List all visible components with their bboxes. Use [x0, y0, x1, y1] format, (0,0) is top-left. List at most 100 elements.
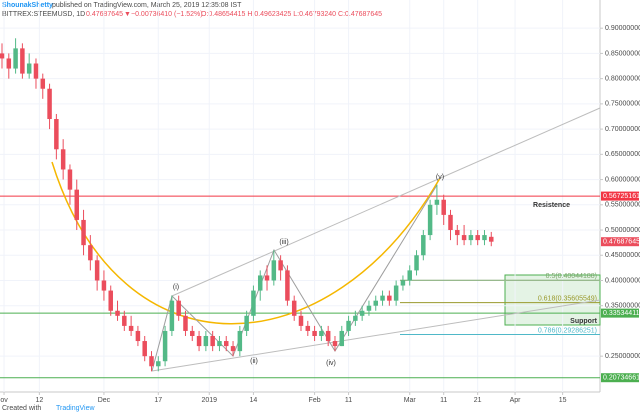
candle-body — [407, 270, 412, 281]
wave-label: (iii) — [279, 239, 288, 246]
candle-body — [108, 290, 113, 311]
wave-label: (ii) — [250, 358, 258, 365]
candle-body — [359, 310, 365, 316]
x-tick-label: 11 — [440, 397, 447, 404]
candle-body — [387, 295, 392, 301]
candle-body — [135, 330, 141, 342]
candle-body — [434, 199, 440, 205]
candle-body — [414, 255, 419, 271]
candle-body — [0, 53, 5, 59]
x-tick-label: 2019 — [201, 397, 217, 404]
candle-body — [298, 315, 304, 326]
symbol: BITTREX:STEEMUSD, 1D — [2, 11, 85, 18]
candle-body — [380, 295, 385, 301]
x-tick-label: ov — [0, 397, 8, 404]
ohlc: O:0.48654415 H:0.49623425 L:0.46793240 C… — [201, 11, 382, 18]
x-tick-label: Dec — [98, 397, 111, 404]
y-tick-label: 0.70000000 — [605, 126, 640, 133]
x-tick-label: 14 — [250, 397, 258, 404]
candle-body — [353, 315, 358, 321]
candle-body — [20, 48, 25, 74]
candle-body — [88, 245, 93, 261]
candle-body — [81, 219, 86, 246]
y-tick-label: 0.35000000 — [605, 303, 640, 310]
wave-label: (iv) — [326, 360, 336, 367]
support-label: Support — [570, 318, 597, 325]
candle-body — [468, 235, 474, 241]
candle-body — [244, 315, 249, 331]
floor-tag: 0.20734661 — [603, 375, 640, 382]
candle-body — [373, 300, 378, 306]
yellow-curve — [51, 161, 441, 325]
change: −0.00736410 (−1.52%) — [131, 11, 203, 18]
candle-body — [176, 300, 181, 316]
y-tick-label: 0.55000000 — [605, 202, 640, 209]
target-box — [504, 274, 601, 326]
lower-channel — [151, 299, 601, 372]
last-price-tag: 0.47687645 — [603, 239, 640, 246]
x-tick-label: 21 — [474, 397, 482, 404]
candle-body — [169, 300, 175, 331]
candle-body — [251, 290, 256, 316]
y-tick-label: 0.45000000 — [605, 252, 640, 259]
candle-body — [291, 300, 297, 316]
y-tick-label: 0.40000000 — [605, 277, 640, 284]
candle-body — [400, 280, 406, 286]
candle-body — [26, 63, 32, 74]
candle-body — [271, 260, 277, 281]
candle-body — [427, 204, 433, 236]
y-tick-label: 0.65000000 — [605, 151, 640, 158]
arrow: ▼ — [124, 11, 131, 18]
candle-body — [190, 330, 195, 336]
last: 0.47687645 — [86, 11, 123, 18]
candle-body — [115, 310, 120, 316]
candle-body — [448, 214, 453, 231]
candle-body — [196, 335, 202, 347]
y-tick-label: 0.85000000 — [605, 50, 640, 57]
candle-body — [67, 169, 73, 190]
x-tick-label: Apr — [510, 397, 522, 404]
floor-tag-box — [601, 373, 639, 383]
candle-body — [421, 235, 426, 256]
candle-body — [142, 341, 147, 357]
y-tick-label: 0.50000000 — [605, 227, 640, 234]
y-tick-label: 0.90000000 — [605, 25, 640, 32]
author: ShounakShetty — [2, 2, 53, 9]
y-tick-label: 0.75000000 — [605, 101, 640, 108]
candle-body — [122, 315, 127, 326]
footer: Created with — [2, 405, 41, 412]
fib-label: 0.618(0.35605549) — [538, 296, 597, 303]
candle-body — [224, 341, 229, 347]
brand: TradingView — [56, 405, 95, 412]
candle-body — [278, 260, 283, 271]
candle-body — [230, 346, 236, 352]
candle-body — [455, 230, 460, 236]
y-tick-label: 0.80000000 — [605, 75, 640, 82]
candle-body — [94, 260, 100, 281]
candle-body — [393, 285, 399, 301]
candle-body — [332, 341, 338, 347]
x-tick-label: 17 — [154, 397, 162, 404]
candle-body — [217, 341, 222, 347]
x-tick-label: 12 — [35, 397, 43, 404]
candle-body — [6, 58, 12, 69]
candle-body — [128, 325, 134, 331]
candle-body — [210, 335, 215, 347]
candle-body — [162, 330, 168, 362]
x-tick-label: 11 — [345, 397, 352, 404]
fib-label: 0.786(0.29286251) — [538, 327, 597, 334]
candle-body — [319, 330, 324, 336]
candle-body — [346, 320, 351, 331]
x-tick-label: Feb — [309, 397, 321, 404]
candle-body — [13, 48, 18, 69]
x-tick-label: Mar — [404, 397, 417, 404]
candle-body — [183, 315, 188, 331]
candle-body — [33, 63, 39, 79]
candle-body — [47, 88, 52, 120]
resistance-label: Resistence — [533, 202, 570, 209]
candle-body — [40, 78, 46, 89]
candle-body — [489, 236, 494, 242]
support-tag: 0.33534411 — [603, 310, 640, 317]
candle-body — [325, 330, 331, 342]
